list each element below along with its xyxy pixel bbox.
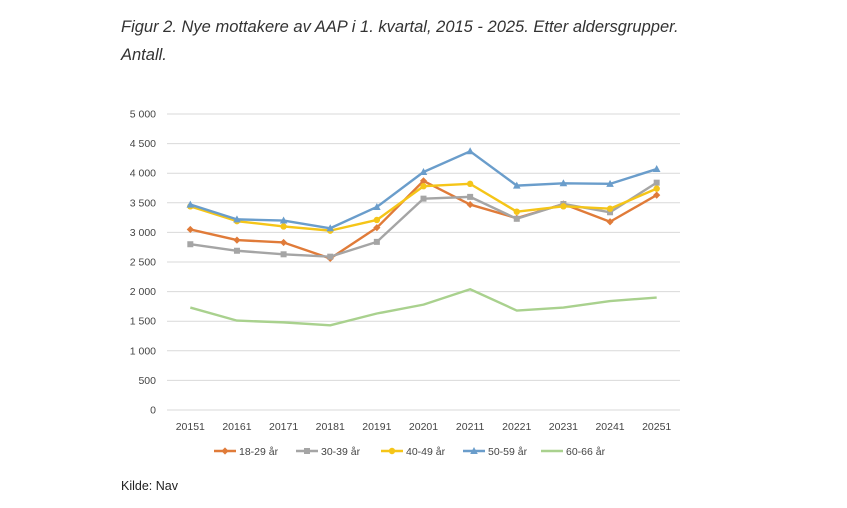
data-point (512, 181, 521, 189)
legend-label: 30-39 år (321, 446, 361, 458)
series-40-49-år (187, 180, 660, 234)
legend-item: 50-59 år (463, 446, 528, 458)
series-lines (186, 147, 661, 327)
x-tick-label: 20231 (549, 421, 578, 433)
x-tick-label: 20181 (316, 421, 345, 433)
data-point (470, 447, 478, 454)
data-point (419, 168, 428, 176)
y-tick-label: 5 000 (130, 109, 156, 121)
legend-label: 60-66 år (566, 446, 606, 458)
y-tick-label: 0 (150, 405, 156, 417)
data-point (652, 165, 661, 173)
x-tick-label: 20221 (502, 421, 531, 433)
data-point (373, 224, 381, 232)
y-tick-label: 2 000 (130, 286, 156, 298)
y-tick-label: 500 (138, 375, 156, 387)
data-point (653, 185, 660, 192)
legend-item: 60-66 år (541, 446, 606, 458)
legend-item: 18-29 år (214, 446, 279, 458)
data-point (327, 253, 334, 260)
data-point (279, 216, 288, 224)
x-tick-label: 20211 (456, 421, 485, 433)
x-tick-label: 20151 (176, 421, 205, 433)
y-tick-label: 1 500 (130, 316, 156, 328)
x-axis-ticks: 20151 20161 20171 20181 20191 20201 20211 20221… (176, 421, 672, 433)
x-tick-label: 20171 (269, 421, 298, 433)
data-point (186, 200, 195, 208)
data-point (653, 191, 661, 199)
legend-item: 30-39 år (296, 446, 361, 458)
x-tick-label: 20161 (222, 421, 251, 433)
y-tick-label: 1 000 (130, 345, 156, 357)
data-point (233, 236, 241, 244)
chart-title: Figur 2. Nye mottakere av AAP i 1. kvart… (121, 18, 679, 64)
data-point (606, 218, 614, 226)
data-point (513, 208, 520, 215)
data-point (466, 180, 474, 188)
y-tick-label: 4 000 (130, 168, 156, 180)
legend: 18-29 år 30-39 år 40-49 år 50-59 år 60-66 år (214, 446, 606, 458)
y-axis-ticks: 0 500 1 000 1 500 2 000 2 500 3 000 3 500 4 000 4… (130, 109, 156, 417)
x-tick-label: 20201 (409, 421, 438, 433)
series-line (189, 288, 657, 327)
x-tick-label: 20251 (642, 421, 671, 433)
data-point (559, 179, 568, 187)
series-50-59-år (186, 147, 661, 232)
data-point (420, 195, 427, 202)
data-point (221, 447, 229, 455)
data-point (606, 179, 614, 187)
gridlines (167, 113, 680, 411)
source-note: Kilde: Nav (121, 479, 178, 493)
data-point (606, 205, 614, 212)
y-tick-label: 3 500 (130, 197, 156, 209)
data-point (373, 216, 381, 224)
data-point (233, 215, 241, 223)
series-line (189, 182, 658, 232)
y-tick-label: 3 000 (130, 227, 156, 239)
data-point (187, 241, 194, 248)
x-tick-label: 20241 (595, 421, 624, 433)
data-point (233, 247, 240, 254)
data-point (373, 202, 381, 210)
legend-label: 18-29 år (239, 446, 279, 458)
data-point (326, 224, 335, 232)
data-point (466, 200, 474, 209)
data-point (513, 215, 520, 222)
data-point (279, 238, 288, 247)
legend-item: 40-49 år (381, 446, 446, 458)
legend-label: 40-49 år (406, 446, 446, 458)
data-point (186, 225, 194, 234)
data-point (466, 147, 474, 155)
data-point (280, 251, 287, 258)
data-point (304, 448, 310, 454)
series-line (189, 150, 658, 230)
data-point (607, 209, 614, 216)
y-tick-label: 4 500 (130, 138, 156, 150)
data-point (388, 447, 396, 455)
series-60-66-år (189, 288, 657, 327)
data-point (467, 193, 474, 200)
y-tick-label: 2 500 (130, 257, 156, 269)
data-point (420, 183, 427, 190)
data-point (280, 223, 287, 230)
legend-label: 50-59 år (488, 446, 528, 458)
data-point (419, 177, 428, 185)
data-point (560, 203, 567, 210)
x-tick-label: 20191 (362, 421, 391, 433)
data-point (653, 179, 660, 186)
data-point (373, 238, 380, 245)
